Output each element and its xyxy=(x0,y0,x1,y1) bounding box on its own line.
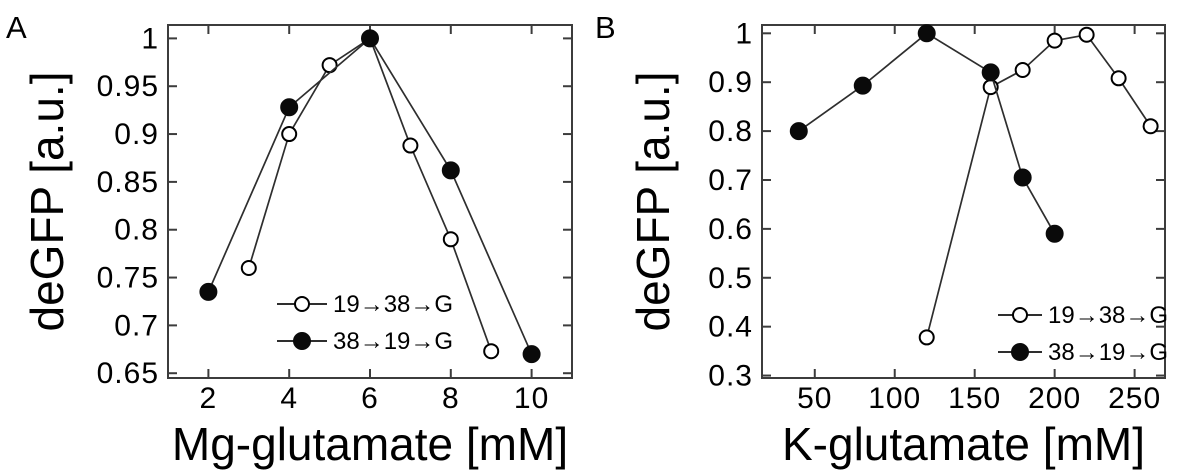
legend-marker-filled-circle xyxy=(1011,343,1029,361)
y-tick-label: 1 xyxy=(141,22,159,55)
panel-b-letter: B xyxy=(595,10,616,45)
x-tick-label: 200 xyxy=(1028,382,1081,415)
y-axis-label: deGFP [a.u.] xyxy=(21,72,73,332)
legend-label: 19→38→G xyxy=(333,291,453,318)
data-point-open-circle xyxy=(1046,32,1063,49)
data-point-filled-circle xyxy=(361,29,379,48)
data-point-open-circle xyxy=(281,126,298,143)
x-tick-label: 10 xyxy=(514,382,549,415)
panel-a-letter: A xyxy=(6,10,27,45)
legend-label: 38→19→G xyxy=(333,328,453,355)
y-tick-label: 0.65 xyxy=(97,357,159,390)
data-point-open-circle xyxy=(918,329,935,346)
y-tick-label: 1 xyxy=(735,17,753,50)
data-point-filled-circle xyxy=(199,282,218,301)
x-tick-label: 6 xyxy=(361,382,379,415)
y-tick-label: 0.85 xyxy=(97,166,159,199)
legend-label: 19→38→G xyxy=(1048,302,1168,329)
y-tick-label: 0.6 xyxy=(708,213,753,246)
data-point-filled-circle xyxy=(789,122,808,141)
y-tick-label: 0.7 xyxy=(708,164,753,197)
data-point-filled-circle xyxy=(981,63,1000,82)
y-tick-label: 0.4 xyxy=(708,311,753,344)
y-tick-label: 0.7 xyxy=(114,309,159,342)
data-point-filled-circle xyxy=(917,24,936,43)
axis-box xyxy=(167,24,573,379)
data-point-open-circle xyxy=(240,259,257,276)
series-line-filled-circle xyxy=(798,32,1056,235)
panel-a: A 2 4 6 8 10 0.65 0.7 0.75 0.8 0.85 0.9 0.95 1 Mg-glu… xyxy=(6,10,573,470)
x-tick-label: 4 xyxy=(280,382,298,415)
data-point-filled-circle xyxy=(522,345,541,364)
data-point-open-circle xyxy=(483,343,500,360)
data-point-open-circle xyxy=(442,231,459,248)
y-tick-label: 0.8 xyxy=(114,214,159,247)
x-tick-label: 100 xyxy=(868,382,921,415)
y-tick-label: 0.75 xyxy=(97,262,159,295)
x-tick-label: 8 xyxy=(442,382,460,415)
data-point-filled-circle xyxy=(1013,168,1032,187)
data-point-open-circle xyxy=(321,57,338,74)
legend-marker-open-circle xyxy=(1012,307,1028,323)
y-tick-label: 0.9 xyxy=(114,118,159,151)
panel-b-chart: 50 100 150 200 250 0.3 0.4 0.5 0.6 0.7 0.8 0.9 1 K-gl… xyxy=(627,17,1168,470)
data-point-filled-circle xyxy=(441,161,460,180)
x-axis-label: Mg-glutamate [mM] xyxy=(172,418,568,470)
x-tick-label: 2 xyxy=(200,382,218,415)
y-tick-label: 0.8 xyxy=(708,115,753,148)
data-point-open-circle xyxy=(402,137,419,154)
data-point-filled-circle xyxy=(853,76,872,95)
y-tick-label: 0.3 xyxy=(708,360,753,393)
panel-a-chart: 2 4 6 8 10 0.65 0.7 0.75 0.8 0.85 0.9 0.95 1 Mg-gluta… xyxy=(21,22,573,470)
data-point-open-circle xyxy=(1078,26,1095,43)
data-point-open-circle xyxy=(1110,70,1127,87)
x-tick-label: 150 xyxy=(948,382,1001,415)
y-tick-label: 0.9 xyxy=(708,66,753,99)
panel-b: B 50 100 150 200 250 0.3 0.4 0.5 0.6 0.7 0.8 0.9 1 K-… xyxy=(589,0,1178,473)
legend-label: 38→19→G xyxy=(1048,339,1168,366)
x-axis-label: K-glutamate [mM] xyxy=(782,418,1145,470)
data-point-filled-circle xyxy=(1045,224,1064,243)
x-tick-label: 250 xyxy=(1108,382,1161,415)
x-tick-label: 50 xyxy=(797,382,832,415)
axis-box xyxy=(761,24,1166,379)
data-point-open-circle xyxy=(1014,61,1031,78)
data-point-filled-circle xyxy=(280,98,299,117)
legend-marker-open-circle xyxy=(294,296,310,312)
data-point-open-circle xyxy=(1142,118,1159,135)
y-axis-label: deGFP [a.u.] xyxy=(627,72,679,332)
y-tick-label: 0.95 xyxy=(97,70,159,103)
legend-marker-filled-circle xyxy=(293,332,311,350)
y-tick-label: 0.5 xyxy=(708,262,753,295)
